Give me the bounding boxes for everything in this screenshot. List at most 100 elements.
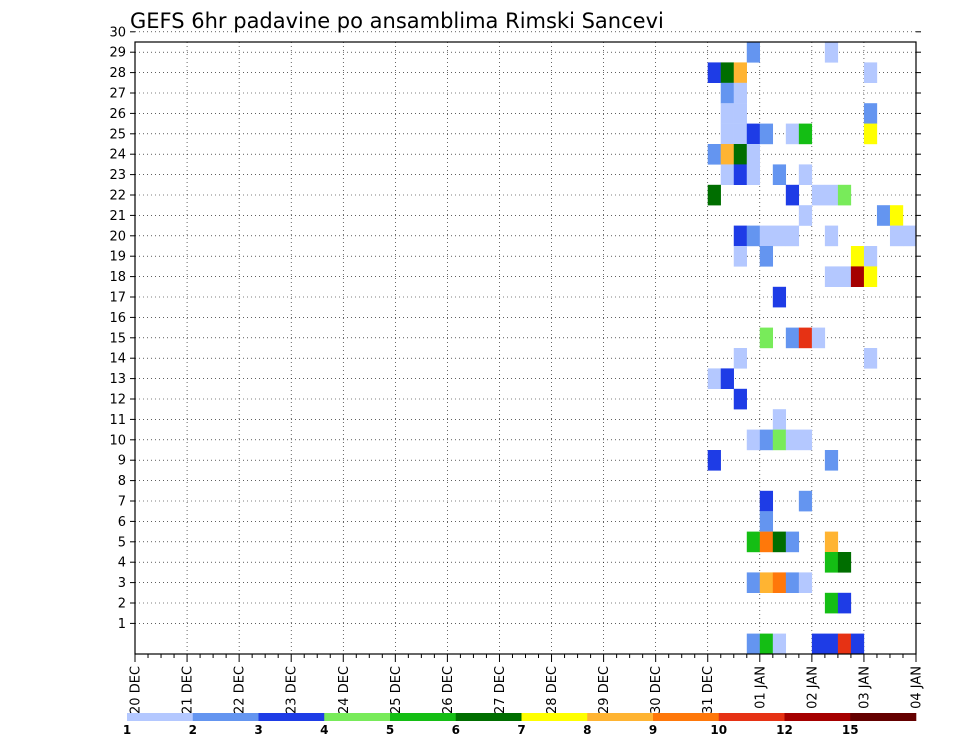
heatmap-cell bbox=[707, 62, 721, 83]
heatmap-cell bbox=[733, 144, 747, 165]
heatmap-cell bbox=[772, 429, 787, 451]
heatmap-cell bbox=[824, 552, 839, 573]
y-tick-label: 26 bbox=[109, 107, 126, 122]
heatmap-cell bbox=[798, 429, 813, 451]
heatmap-cell bbox=[759, 429, 774, 451]
heatmap-cell bbox=[759, 511, 774, 532]
heatmap-cell bbox=[798, 164, 813, 185]
chart-title: GEFS 6hr padavine po ansamblima Rimski S… bbox=[130, 9, 664, 33]
heatmap-cell bbox=[759, 327, 774, 349]
heatmap-cell bbox=[707, 184, 721, 206]
legend-swatch bbox=[850, 713, 917, 721]
legend-swatch bbox=[587, 713, 654, 721]
x-tick-label: 28 DEC bbox=[545, 666, 560, 714]
legend-label: 8 bbox=[583, 723, 591, 737]
heatmap-cell bbox=[759, 531, 774, 553]
y-tick-label: 19 bbox=[109, 250, 126, 265]
heatmap-cell bbox=[798, 327, 813, 349]
heatmap-cell bbox=[720, 62, 734, 83]
legend-swatch bbox=[192, 713, 259, 721]
y-tick-label: 10 bbox=[109, 433, 126, 448]
y-tick-label: 11 bbox=[109, 413, 126, 428]
heatmap-cell bbox=[759, 123, 774, 145]
legend-swatch bbox=[653, 713, 720, 721]
y-tick-label: 3 bbox=[118, 576, 126, 591]
heatmap-cell bbox=[720, 82, 734, 104]
y-tick-label: 1 bbox=[118, 617, 126, 632]
heatmap-cell bbox=[837, 633, 852, 655]
heatmap-cell bbox=[811, 184, 826, 206]
heatmap-cell bbox=[772, 409, 787, 430]
y-tick-label: 2 bbox=[118, 597, 126, 612]
heatmap-cell bbox=[824, 42, 839, 63]
y-tick-label: 21 bbox=[109, 209, 126, 224]
legend: 1 2 3 4 5 6 7 8 9 10 12 15 bbox=[123, 713, 917, 737]
heatmap-cell bbox=[720, 144, 734, 165]
y-tick-label: 14 bbox=[109, 352, 126, 367]
y-tick-label: 27 bbox=[109, 87, 126, 102]
heatmap-cell bbox=[837, 552, 852, 573]
legend-label: 9 bbox=[649, 723, 657, 737]
heatmap-cell bbox=[863, 62, 878, 83]
legend-swatch bbox=[784, 713, 851, 721]
legend-swatch bbox=[258, 713, 325, 721]
heatmap-cell bbox=[746, 123, 760, 145]
heatmap-cell bbox=[876, 205, 891, 226]
legend-label: 10 bbox=[710, 723, 727, 737]
y-tick-label: 16 bbox=[109, 311, 126, 326]
heatmap-cell bbox=[733, 225, 747, 247]
x-tick-label: 22 DEC bbox=[233, 666, 248, 714]
legend-swatch bbox=[521, 713, 588, 721]
legend-swatch bbox=[390, 713, 457, 721]
heatmap-cell bbox=[824, 184, 839, 206]
heatmap-cell bbox=[824, 633, 839, 655]
heatmap-cell bbox=[837, 184, 852, 206]
legend-label: 12 bbox=[776, 723, 793, 737]
legend-label: 1 bbox=[123, 723, 131, 737]
legend-label: 15 bbox=[842, 723, 859, 737]
heatmap-cell bbox=[746, 144, 760, 165]
heatmap-cell bbox=[785, 123, 800, 145]
heatmap-cell bbox=[850, 633, 865, 655]
heatmap-cell bbox=[759, 490, 774, 512]
heatmap-cells bbox=[707, 42, 917, 655]
heatmap-cell bbox=[733, 103, 747, 124]
heatmap-cell bbox=[850, 266, 865, 287]
y-tick-label: 24 bbox=[109, 148, 126, 163]
y-tick-label: 15 bbox=[109, 331, 126, 346]
y-tick-label: 9 bbox=[118, 454, 126, 469]
y-tick-label: 7 bbox=[118, 495, 126, 510]
heatmap-cell bbox=[798, 572, 813, 593]
x-tick-label: 31 DEC bbox=[701, 666, 716, 714]
heatmap-cell bbox=[707, 368, 721, 389]
heatmap-cell bbox=[863, 123, 878, 145]
y-tick-label: 18 bbox=[109, 270, 126, 285]
y-tick-label: 30 bbox=[109, 25, 126, 40]
heatmap-cell bbox=[785, 572, 800, 593]
y-tick-label: 17 bbox=[109, 291, 126, 306]
heatmap-cell bbox=[785, 225, 800, 247]
heatmap-cell bbox=[785, 531, 800, 553]
heatmap-cell bbox=[863, 266, 878, 287]
heatmap-cell bbox=[798, 123, 813, 145]
legend-label: 5 bbox=[386, 723, 394, 737]
legend-label: 6 bbox=[452, 723, 460, 737]
heatmap-cell bbox=[863, 103, 878, 124]
x-tick-label: 20 DEC bbox=[129, 666, 144, 714]
heatmap-cell bbox=[746, 225, 760, 247]
x-tick-label: 24 DEC bbox=[337, 666, 352, 714]
y-tick-label: 22 bbox=[109, 189, 126, 204]
heatmap-cell bbox=[798, 490, 813, 512]
heatmap-cell bbox=[733, 348, 747, 369]
y-tick-label: 29 bbox=[109, 46, 126, 61]
heatmap-cell bbox=[733, 246, 747, 267]
x-tick-label: 25 DEC bbox=[389, 666, 404, 714]
x-tick-label: 26 DEC bbox=[441, 666, 456, 714]
heatmap-cell bbox=[889, 225, 904, 247]
legend-swatch bbox=[718, 713, 785, 721]
heatmap-cell bbox=[759, 572, 774, 593]
heatmap-cell bbox=[733, 388, 747, 410]
legend-swatch bbox=[127, 713, 194, 721]
y-tick-label: 13 bbox=[109, 372, 126, 387]
